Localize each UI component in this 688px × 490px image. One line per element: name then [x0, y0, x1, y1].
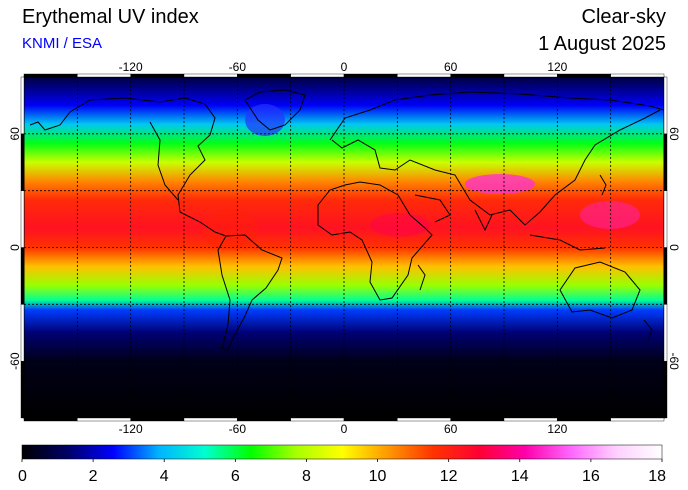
- lon-labels-bottom: -120 -60 0 60 120: [119, 422, 568, 436]
- arabia-coast: [414, 194, 451, 223]
- map-panel: -120 -60 0 60 120 -120 -60 0 60 120 60 0 -60 60 0 -6…: [8, 60, 681, 436]
- north-america-coast: [69, 97, 227, 237]
- lon-tick-label-bottom: -60: [229, 422, 247, 436]
- frame-tick-bottom: [557, 417, 611, 422]
- colorbar-tick-label: 14: [511, 468, 529, 485]
- colorbar-tick-label: 18: [648, 468, 666, 485]
- frame-tick-top: [610, 73, 665, 78]
- frame-tick-bottom: [397, 417, 451, 422]
- lon-tick-label-bottom: 120: [547, 422, 567, 436]
- colorbar-gradient: [21, 444, 663, 460]
- frame-tick-bottom: [450, 417, 505, 422]
- frame-tick-bottom: [183, 417, 238, 422]
- colorbar-tick-labels: 0 2 4 6 8 10 12 14 16 18: [18, 459, 666, 485]
- india-tip: [474, 209, 493, 232]
- lon-tick-label-top: 120: [547, 60, 567, 74]
- frame-tick-left: [20, 133, 25, 191]
- lon-labels-top: -120 -60 0 60 120: [119, 60, 568, 74]
- south-america-west-coast: [217, 235, 231, 351]
- frame-tick-bottom: [610, 417, 665, 422]
- lat-tick-label-right: 60: [667, 127, 681, 141]
- eurasia-south-coast: [331, 109, 661, 226]
- south-america-east-coast: [225, 234, 283, 351]
- frame-tick-top: [290, 73, 345, 78]
- frame-tick-bottom: [130, 417, 185, 422]
- frame-tick-left: [20, 76, 25, 135]
- frame-tick-right: [663, 76, 668, 135]
- colorbar-tick-label: 2: [89, 468, 98, 485]
- lon-tick-label-top: 60: [444, 60, 458, 74]
- lon-tick-label-top: 0: [341, 60, 348, 74]
- greenland-coast: [244, 89, 306, 131]
- frame-tick-top: [450, 73, 505, 78]
- colorbar-tick-label: 6: [231, 468, 240, 485]
- alaska-coast: [29, 111, 71, 131]
- colorbar-tick-label: 0: [18, 468, 27, 485]
- date-label: 1 August 2025: [538, 33, 666, 55]
- tibet-hotspot: [465, 174, 535, 194]
- frame-tick-bottom: [77, 417, 131, 422]
- frame-tick-right: [663, 133, 668, 191]
- graticule: [24, 77, 664, 418]
- madagascar-coast: [417, 264, 426, 291]
- japan-coast: [599, 174, 607, 196]
- lon-tick-label-top: -60: [229, 60, 247, 74]
- frame-ticks: [20, 73, 668, 422]
- lat-labels-right: 60 0 -60: [667, 127, 681, 370]
- provider-label: KNMI / ESA: [22, 35, 103, 52]
- frame-tick-top: [183, 73, 238, 78]
- frame-tick-bottom: [237, 417, 291, 422]
- lon-tick-label-top: -120: [119, 60, 143, 74]
- frame-tick-top: [237, 73, 291, 78]
- colorbar-tick-label: 4: [160, 468, 169, 485]
- indonesia-coast: [529, 234, 606, 251]
- frame-tick-left: [20, 190, 25, 248]
- frame-tick-bottom: [23, 417, 78, 422]
- frame-tick-top: [557, 73, 611, 78]
- frame-tick-left: [20, 247, 25, 305]
- colorbar-tick-label: 16: [582, 468, 600, 485]
- lon-tick-label-bottom: 60: [444, 422, 458, 436]
- frame-tick-top: [397, 73, 451, 78]
- africa-coast: [317, 181, 433, 301]
- lon-tick-label-bottom: -120: [119, 422, 143, 436]
- frame-tick-right: [663, 360, 668, 419]
- frame-tick-bottom: [290, 417, 345, 422]
- lat-labels-left: 60 0 -60: [8, 127, 22, 370]
- lat-tick-label-left: 60: [8, 127, 22, 141]
- frame-tick-top: [23, 73, 78, 78]
- colorbar-tick-label: 10: [369, 468, 387, 485]
- frame-tick-top: [343, 73, 398, 78]
- frame-tick-bottom: [503, 417, 558, 422]
- coastlines: [29, 89, 664, 351]
- frame-tick-right: [663, 304, 668, 362]
- frame-tick-bottom: [343, 417, 398, 422]
- colorbar-tick-label: 12: [440, 468, 458, 485]
- lat-tick-label-right: 0: [667, 244, 681, 251]
- frame-tick-right: [663, 247, 668, 305]
- frame-tick-right: [663, 190, 668, 248]
- lat-tick-label-right: -60: [667, 352, 681, 370]
- frame-tick-top: [503, 73, 558, 78]
- australia-coast: [559, 261, 641, 319]
- amazon-band: [202, 210, 258, 250]
- lon-tick-label-bottom: 0: [341, 422, 348, 436]
- map-title: Erythemal UV index: [22, 6, 199, 28]
- eurasia-north-coast: [329, 91, 664, 141]
- new-zealand-coast: [643, 319, 653, 341]
- frame-tick-top: [77, 73, 131, 78]
- pacific-hotspot: [580, 201, 640, 229]
- colorbar-tick-label: 8: [302, 468, 311, 485]
- lat-tick-label-left: 0: [8, 244, 22, 251]
- sky-condition-label: Clear-sky: [581, 6, 666, 28]
- lat-tick-label-left: -60: [8, 352, 22, 370]
- colorbar: 0 2 4 6 8 10 12 14 16 18: [18, 444, 666, 485]
- frame-tick-top: [130, 73, 185, 78]
